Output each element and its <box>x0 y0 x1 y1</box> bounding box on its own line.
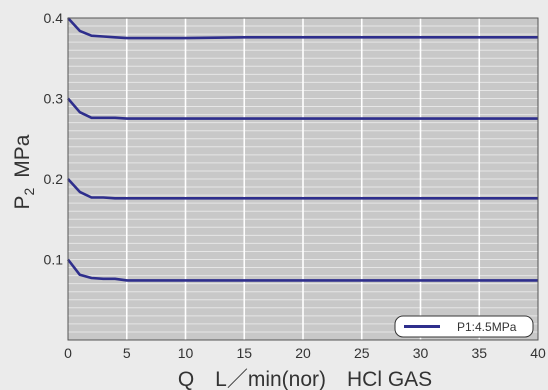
x-tick-label: 0 <box>64 345 72 361</box>
x-tick-label: 20 <box>295 345 311 361</box>
y-tick-labels: 0.1 0.2 0.3 0.4 <box>44 10 64 268</box>
series-line <box>67 17 538 40</box>
plot-frame <box>67 17 539 341</box>
y-tick-label: 0.2 <box>44 171 64 187</box>
y-tick-label: 0.3 <box>44 91 64 107</box>
series-line <box>67 178 538 200</box>
x-tick-label: 40 <box>530 345 546 361</box>
major-gridlines <box>125 18 481 340</box>
plot-area-group <box>66 17 539 341</box>
y-axis-title-subscript: 2 <box>21 187 37 195</box>
y-axis-title-unit: MPa <box>11 134 34 178</box>
x-tick-label: 10 <box>178 345 194 361</box>
x-tick-label: 15 <box>236 345 252 361</box>
x-tick-label: 30 <box>413 345 429 361</box>
x-tick-label: 25 <box>354 345 370 361</box>
x-axis-title: Q L／min(nor) HCl GAS <box>178 368 432 390</box>
x-tick-labels: 0 5 10 15 20 25 30 35 40 <box>64 345 546 361</box>
series-line <box>66 258 538 282</box>
legend-box <box>394 315 534 338</box>
series-line <box>67 97 538 120</box>
y-axis-title-main: P <box>11 195 34 209</box>
series-lines <box>66 17 538 282</box>
y-tick-label: 0.1 <box>44 252 64 268</box>
legend-label: P1:4.5MPa <box>457 320 517 334</box>
x-tick-label: 5 <box>123 345 131 361</box>
x-tick-label: 35 <box>471 345 487 361</box>
legend: P1:4.5MPa <box>394 315 534 338</box>
y-axis-title: P2 MPa <box>11 134 37 209</box>
y-tick-label: 0.4 <box>44 10 64 26</box>
